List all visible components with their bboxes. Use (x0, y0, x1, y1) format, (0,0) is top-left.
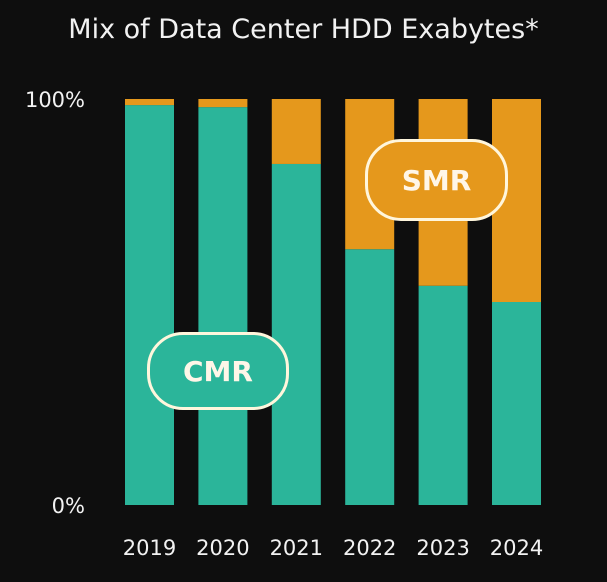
bar-cmr-2019 (125, 105, 174, 505)
x-tick-label: 2023 (416, 536, 469, 560)
y-tick-label: 0% (52, 494, 85, 518)
bar-cmr-2022 (345, 249, 395, 505)
x-tick-label: 2021 (270, 536, 323, 560)
bar-smr-2020 (198, 99, 248, 108)
bar-cmr-2021 (271, 163, 321, 505)
bar-cmr-2024 (492, 302, 541, 505)
chart-title: Mix of Data Center HDD Exabytes* (68, 14, 539, 45)
bar-smr-2019 (125, 99, 174, 106)
bar-cmr-2020 (198, 107, 248, 506)
smr-series-label: SMR (365, 139, 508, 221)
x-tick-label: 2020 (196, 536, 249, 560)
bar-cmr-2023 (418, 285, 468, 505)
x-tick-label: 2024 (490, 536, 543, 560)
x-tick-label: 2019 (123, 536, 176, 560)
x-tick-label: 2022 (343, 536, 396, 560)
y-tick-label: 100% (25, 88, 85, 112)
cmr-series-label: CMR (147, 332, 289, 410)
bar-smr-2021 (271, 99, 321, 164)
